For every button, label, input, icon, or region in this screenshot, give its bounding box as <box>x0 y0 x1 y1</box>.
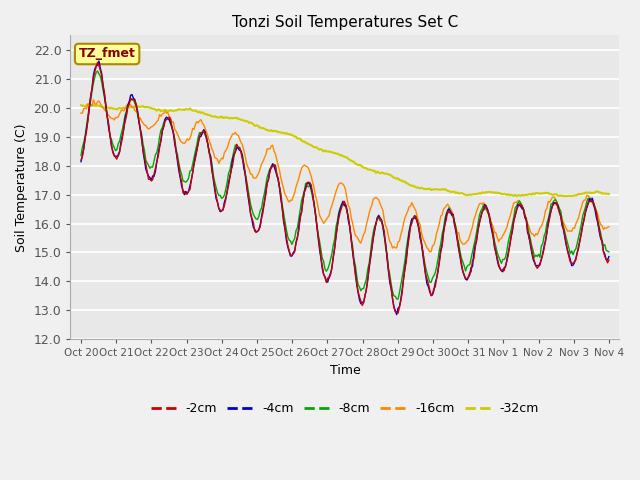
Title: Tonzi Soil Temperatures Set C: Tonzi Soil Temperatures Set C <box>232 15 458 30</box>
Y-axis label: Soil Temperature (C): Soil Temperature (C) <box>15 123 28 252</box>
Legend: -2cm, -4cm, -8cm, -16cm, -32cm: -2cm, -4cm, -8cm, -16cm, -32cm <box>146 397 544 420</box>
X-axis label: Time: Time <box>330 364 360 377</box>
Text: TZ_fmet: TZ_fmet <box>79 48 136 60</box>
